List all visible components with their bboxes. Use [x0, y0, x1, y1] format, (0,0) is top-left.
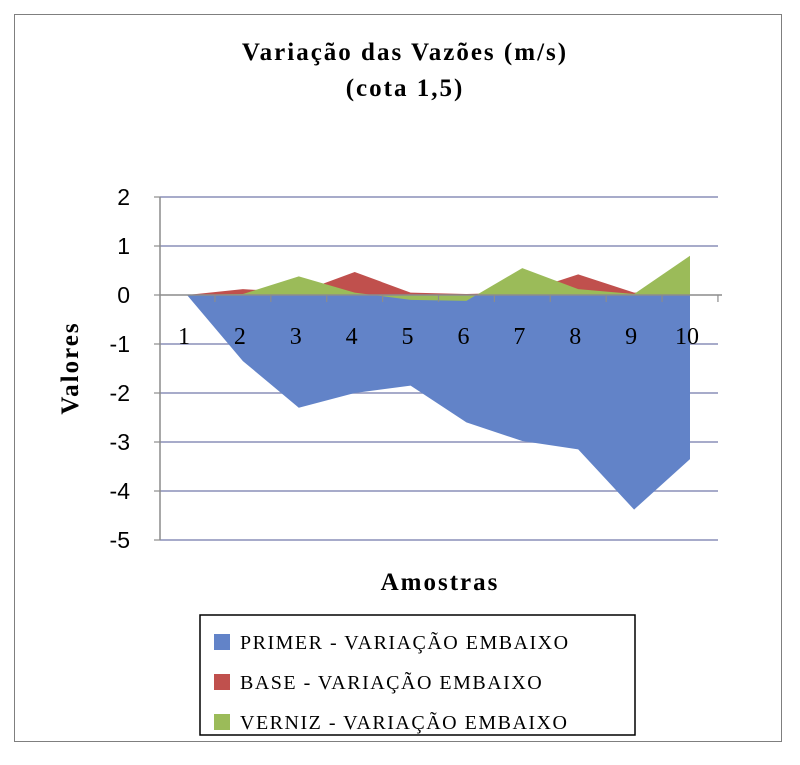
series-area-1 [187, 295, 690, 510]
x-tick-label: 3 [290, 324, 302, 350]
chart-title: Variação das Vazões (m/s) [242, 39, 568, 66]
y-tick-label: -3 [110, 429, 130, 455]
chart-subtitle: (cota 1,5) [346, 75, 465, 102]
y-tick-labels: 2 1 0 -1 -2 -3 -4 -5 [110, 184, 131, 553]
series-area-3 [187, 255, 690, 301]
y-tick-label: 1 [117, 233, 130, 259]
y-tick-label: -2 [110, 380, 130, 406]
legend: PRIMER - VARIAÇÃO EMBAIXO BASE - VARIAÇÃO… [199, 614, 636, 736]
x-tick-label: 1 [178, 324, 190, 350]
y-tick-label: 0 [117, 282, 130, 308]
legend-label-1: PRIMER - VARIAÇÃO EMBAIXO [240, 630, 570, 654]
legend-swatch-2 [214, 674, 230, 690]
legend-box [199, 614, 636, 736]
plot-areas [187, 255, 690, 510]
x-tick-label: 9 [625, 324, 637, 350]
x-tick-label: 5 [402, 324, 414, 350]
legend-swatch-3 [214, 714, 230, 730]
legend-swatch-1 [214, 634, 230, 650]
legend-label-2: BASE - VARIAÇÃO EMBAIXO [240, 670, 543, 694]
axes [154, 196, 722, 541]
y-tick-label: 2 [117, 184, 130, 210]
x-tick-label: 8 [569, 324, 581, 350]
x-tick-label: 10 [675, 324, 699, 350]
x-tick-label: 2 [234, 324, 246, 350]
x-tick-label: 6 [457, 324, 469, 350]
x-tick-label: 4 [346, 324, 358, 350]
x-tick-labels: 1 2 3 4 5 6 7 8 9 10 [178, 324, 699, 350]
legend-label-3: VERNIZ - VARIAÇÃO EMBAIXO [240, 710, 568, 734]
x-axis-title: Amostras [381, 569, 500, 596]
y-axis-title: Valores [57, 321, 84, 414]
y-tick-label: -1 [110, 331, 130, 357]
y-tick-label: -5 [110, 527, 130, 553]
y-tick-label: -4 [110, 478, 131, 504]
x-tick-label: 7 [513, 324, 525, 350]
